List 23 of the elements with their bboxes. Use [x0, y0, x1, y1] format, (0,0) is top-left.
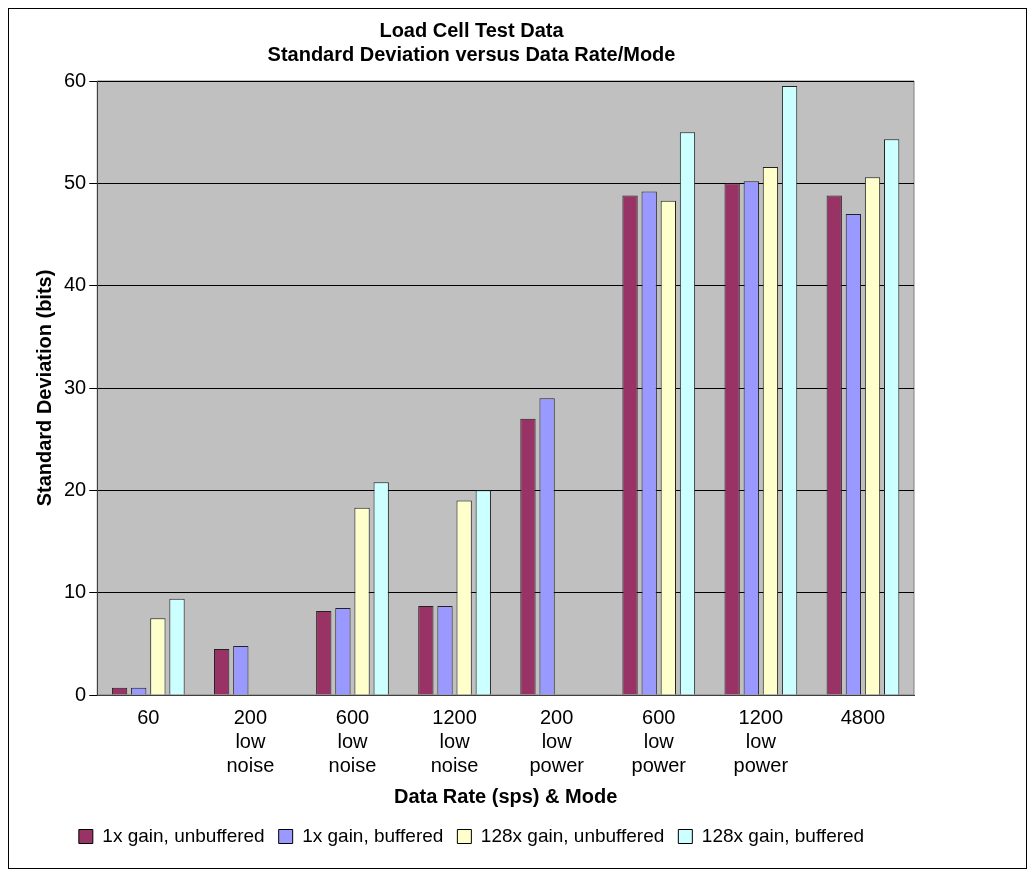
x-axis-title: Data Rate (sps) & Mode: [393, 784, 618, 807]
x-tick-label: 600 low noise: [328, 705, 377, 776]
x-tick-label: 60: [137, 705, 160, 728]
x-tick-label: 1200 low power: [733, 705, 789, 776]
x-tick-label: 1200 low noise: [430, 705, 479, 776]
legend-label: 128x gain, buffered: [701, 824, 865, 846]
y-tick-label: 50: [64, 170, 87, 193]
y-tick-label: 60: [64, 68, 87, 91]
x-tick-label: 600 low power: [631, 705, 687, 776]
y-axis-title: Standard Deviation (bits): [32, 269, 55, 507]
text: Standard Deviation versus Data Rate/Mode: [267, 42, 676, 65]
y-tick-label: 10: [64, 580, 87, 603]
x-tick-label: 200 low noise: [226, 705, 275, 776]
y-tick-label: 40: [64, 273, 87, 296]
y-tick-label: 0: [75, 682, 87, 705]
y-tick-label: 20: [64, 477, 87, 500]
legend-label: 128x gain, unbuffered: [480, 824, 665, 846]
x-tick-label: 4800: [840, 705, 886, 728]
legend-label: 1x gain, buffered: [302, 824, 444, 846]
x-tick-label: 200 low power: [529, 705, 585, 776]
text: Load Cell Test Data: [379, 18, 564, 41]
legend-label: 1x gain, unbuffered: [102, 824, 265, 846]
y-tick-label: 30: [64, 375, 87, 398]
